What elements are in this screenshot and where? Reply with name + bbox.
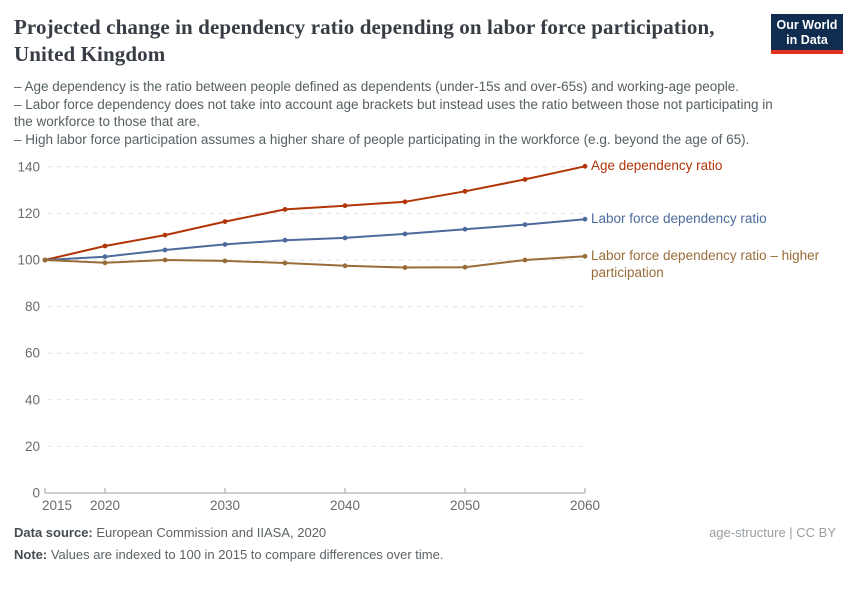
chart-subtitle: – Age dependency is the ratio between pe… xyxy=(14,78,774,148)
owid-logo: Our World in Data xyxy=(771,14,843,54)
subtitle-bullet-age-dependency: – Age dependency is the ratio between pe… xyxy=(14,79,740,94)
note-label: Note: xyxy=(14,547,48,562)
svg-text:2050: 2050 xyxy=(450,498,480,513)
license-text: age-structure | CC BY xyxy=(709,525,836,540)
svg-text:2015: 2015 xyxy=(42,498,72,513)
owid-logo-line2: in Data xyxy=(786,32,828,47)
x-axis xyxy=(44,488,586,494)
svg-text:0: 0 xyxy=(32,486,40,501)
series-label-age-dependency: Age dependency ratio xyxy=(591,158,723,174)
series-label-labor-force-higher-participation: Labor force dependency ratio – higher pa… xyxy=(591,248,820,281)
series-line-0 xyxy=(42,163,588,263)
svg-text:60: 60 xyxy=(25,346,40,361)
series-line-2 xyxy=(42,253,588,270)
data-source-line: Data source: European Commission and IIA… xyxy=(14,524,326,541)
note-line: Note: Values are indexed to 100 in 2015 … xyxy=(14,546,836,563)
svg-text:2060: 2060 xyxy=(570,498,600,513)
y-axis-labels: 0 20 40 60 80 100 120 140 xyxy=(17,159,40,500)
subtitle-bullet-high-participation: – High labor force participation assumes… xyxy=(14,131,750,147)
svg-text:120: 120 xyxy=(17,206,40,221)
page-title: Projected change in dependency ratio dep… xyxy=(14,15,715,66)
owid-logo-line1: Our World xyxy=(776,18,838,32)
svg-text:2040: 2040 xyxy=(330,498,360,513)
svg-text:140: 140 xyxy=(17,159,40,174)
note-text: Values are indexed to 100 in 2015 to com… xyxy=(47,547,444,562)
svg-text:100: 100 xyxy=(17,253,40,268)
series-label-labor-force-dependency: Labor force dependency ratio xyxy=(591,211,767,227)
svg-text:20: 20 xyxy=(25,439,40,454)
chart-footer: Data source: European Commission and IIA… xyxy=(14,524,836,563)
svg-text:2030: 2030 xyxy=(210,498,240,513)
subtitle-bullet-labor-force-dependency: – Labor force dependency does not take i… xyxy=(14,96,773,130)
data-source-label: Data source: xyxy=(14,525,93,540)
svg-text:80: 80 xyxy=(25,299,40,314)
y-gridlines xyxy=(48,166,585,447)
series-line-1 xyxy=(42,216,588,263)
x-axis-labels: 2015 2020 2030 2040 2050 2060 xyxy=(42,498,600,513)
chart-area: 0 20 40 60 80 100 120 140 2015 2020 2030 2040 2050 20… xyxy=(0,152,850,518)
svg-text:2020: 2020 xyxy=(90,498,120,513)
svg-text:40: 40 xyxy=(25,392,40,407)
data-source-text: European Commission and IIASA, 2020 xyxy=(92,525,327,540)
